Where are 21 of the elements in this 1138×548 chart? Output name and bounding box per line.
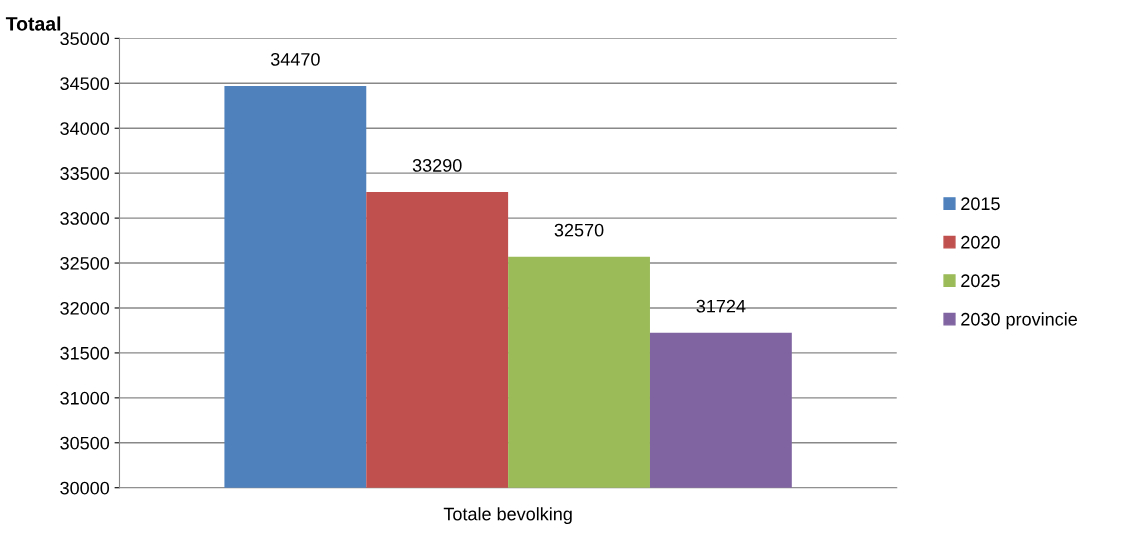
data-label: 34470 [270, 52, 320, 66]
data-label: 33290 [412, 159, 462, 172]
y-tick-label: 31500 [60, 346, 110, 360]
y-tick-label: 31000 [60, 391, 110, 405]
legend-label: 2020 [961, 235, 1000, 249]
legend-label: 2015 [961, 197, 1000, 211]
y-tick-label: 35000 [60, 32, 110, 46]
data-label: 31724 [696, 299, 746, 313]
x-tick-label: Totale bevolking [443, 507, 572, 524]
chart-title: Totaal [5, 16, 61, 31]
legend-label: 2030 provincie [961, 312, 1077, 330]
y-tick-label: 30500 [60, 436, 110, 450]
y-tick-label: 32000 [60, 301, 110, 315]
y-tick-label: 33000 [60, 212, 110, 225]
y-tick-label: 33500 [60, 167, 110, 180]
data-label: 32570 [554, 223, 604, 237]
y-tick-label: 30000 [60, 481, 110, 495]
y-tick-label: 32500 [60, 256, 110, 270]
y-tick-label: 34000 [60, 122, 110, 135]
legend-label: 2025 [961, 274, 1000, 288]
y-tick-label: 34500 [60, 77, 110, 91]
